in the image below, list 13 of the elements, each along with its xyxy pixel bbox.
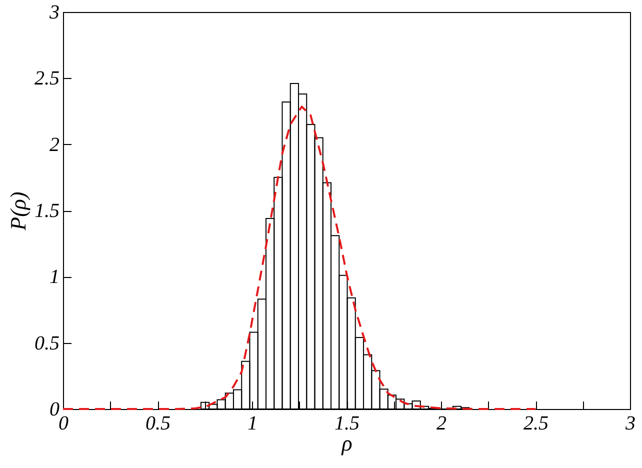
y-tick-label: 3 [48,2,60,24]
y-tick-label: 0 [50,398,60,420]
y-tick-label: 0.5 [34,332,60,354]
x-tick-label: 0.5 [146,412,170,434]
y-tick-label: 1 [50,266,60,288]
x-tick-label: 3 [624,412,636,434]
y-tick-label: 2 [50,134,60,156]
x-tick-label: 2 [436,412,446,434]
y-axis-title: P(ρ) [6,192,30,232]
x-tick-label: 1 [248,412,258,434]
x-tick-label: 2.5 [524,412,548,434]
y-tick-label: 1.5 [34,200,60,222]
y-tick-label: 2.5 [34,68,60,90]
